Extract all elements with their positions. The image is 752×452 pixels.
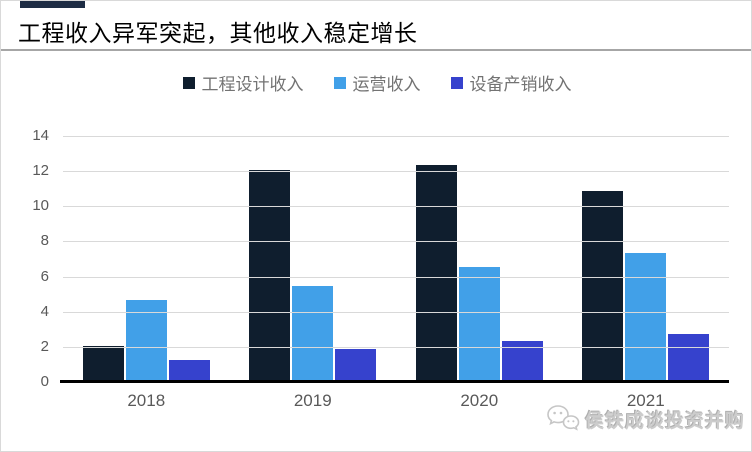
- bar-2019-工程设计收入: [249, 170, 291, 381]
- gridline-y8: [63, 241, 729, 243]
- legend-label: 工程设计收入: [201, 75, 304, 94]
- legend-swatch-icon: [182, 76, 195, 89]
- x-axis-labels: 2018 2019 2020 2021: [63, 391, 729, 411]
- legend-label: 运营收入: [352, 75, 421, 94]
- bar-2019-运营收入: [292, 286, 334, 381]
- title-underline: [1, 49, 751, 51]
- bar-group-2018: [63, 135, 230, 381]
- plot-area: 0 2 4 6 8 10 12 14: [32, 127, 730, 390]
- bar-group-2019: [230, 135, 397, 381]
- x-tick-label-2021: 2021: [626, 391, 665, 410]
- bar-2021-工程设计收入: [582, 191, 624, 381]
- chart-legend: 工程设计收入 运营收入 设备产销收入: [1, 70, 751, 95]
- y-tick-label-0: 0: [40, 373, 49, 390]
- bar-2018-工程设计收入: [82, 345, 124, 381]
- bar-2021-设备产销收入: [668, 333, 710, 381]
- bar-group-2021: [563, 135, 730, 381]
- title-accent-bar: [20, 1, 85, 8]
- y-tick-label-10: 10: [32, 197, 49, 215]
- x-tick-label-2019: 2019: [293, 391, 332, 410]
- bar-2018-设备产销收入: [168, 359, 210, 381]
- y-tick-label-6: 6: [40, 267, 49, 285]
- legend-label: 设备产销收入: [469, 75, 572, 94]
- gridline-y2: [63, 346, 729, 348]
- wechat-icon: [546, 404, 580, 434]
- y-tick-label-8: 8: [40, 232, 49, 250]
- gridline-y14: [63, 136, 729, 137]
- gridline-y4: [63, 311, 729, 313]
- gridline-y10: [63, 206, 729, 208]
- y-tick-label-12: 12: [32, 162, 49, 180]
- x-axis-line: [60, 380, 729, 383]
- bar-2019-设备产销收入: [335, 349, 377, 381]
- legend-swatch-icon: [450, 76, 463, 89]
- gridline-y12: [63, 171, 729, 173]
- bar-2021-运营收入: [625, 252, 667, 381]
- legend-swatch-icon: [333, 76, 346, 89]
- bar-2020-运营收入: [458, 266, 500, 381]
- bar-2020-工程设计收入: [415, 164, 457, 381]
- legend-item-0: 工程设计收入: [182, 70, 304, 95]
- y-tick-label-14: 14: [32, 127, 49, 144]
- y-tick-label-2: 2: [40, 337, 49, 355]
- page-title: 工程收入异军突起，其他收入稳定增长: [18, 21, 418, 46]
- legend-item-2: 设备产销收入: [450, 70, 572, 95]
- x-tick-label-2018: 2018: [127, 391, 166, 410]
- legend-item-1: 运营收入: [333, 70, 421, 95]
- gridline-y6: [63, 276, 729, 278]
- watermark-text: 侯铁成谈投资并购: [584, 410, 745, 432]
- bar-2018-运营收入: [125, 300, 167, 381]
- watermark: 侯铁成谈投资并购: [546, 404, 745, 434]
- y-tick-label-4: 4: [40, 302, 49, 320]
- x-tick-label-2020: 2020: [460, 391, 499, 410]
